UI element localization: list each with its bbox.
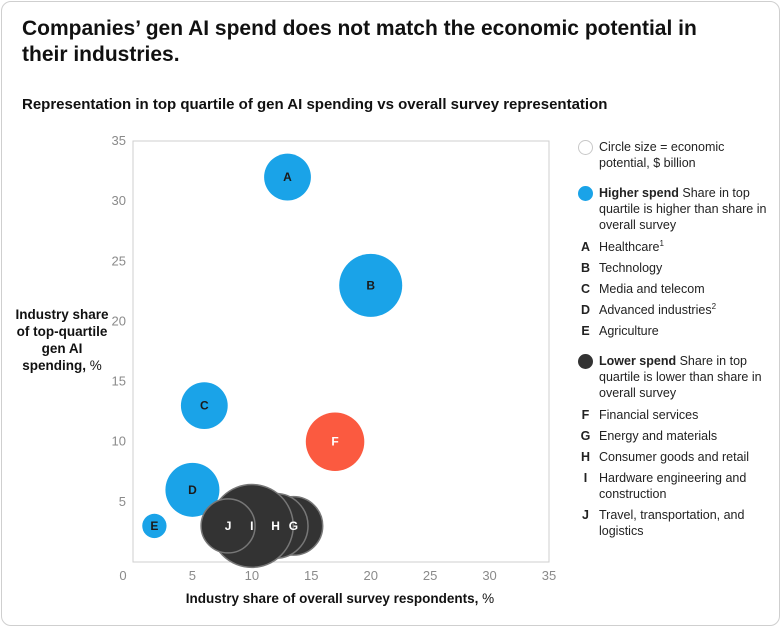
legend-item-letter: B — [580, 261, 591, 275]
x-tick-label: 30 — [482, 568, 496, 583]
y-tick-label: 15 — [112, 374, 126, 389]
x-tick-label: 20 — [363, 568, 377, 583]
legend-item-letter: G — [580, 429, 591, 443]
bubble-label-c: C — [200, 399, 209, 413]
y-tick-label: 30 — [112, 193, 126, 208]
footnote-marker: 2 — [711, 301, 717, 311]
legend-lower-title: Lower spend — [599, 354, 677, 368]
legend-item-label: Travel, transportation, and logistics — [599, 508, 745, 538]
legend-item-e: E Agriculture — [578, 323, 773, 339]
bubble-label-a: A — [283, 170, 292, 184]
legend-item-letter: E — [581, 324, 590, 338]
legend-item-label: Healthcare1 — [599, 238, 664, 254]
legend-item-label: Advanced industries2 — [599, 301, 717, 317]
x-tick-label: 25 — [423, 568, 437, 583]
y-tick-label: 10 — [112, 434, 126, 449]
legend-item-label: Consumer goods and retail — [599, 450, 750, 464]
x-tick-label: 5 — [189, 568, 196, 583]
legend-size-note: Circle size = economic potential, $ bill… — [578, 139, 773, 171]
legend-item-g: G Energy and materials — [578, 428, 773, 444]
bubble-label-h: H — [271, 519, 280, 533]
legend-higher-list: A Healthcare1 B Technology C Media and teleco… — [578, 239, 773, 339]
legend-lower-header: Lower spend Share in top quartile is low… — [578, 353, 773, 401]
legend-item-i: I Hardware engineering and construction — [578, 470, 773, 502]
legend-item-label: Hardware engineering and construction — [599, 471, 747, 501]
bubble-label-d: D — [188, 483, 197, 497]
legend-item-letter: I — [583, 471, 588, 485]
chart-title: Companies’ gen AI spend does not match t… — [22, 17, 697, 66]
bubble-e — [142, 513, 167, 539]
legend-item-a: A Healthcare1 — [578, 239, 773, 255]
bubble-label-j: J — [225, 519, 232, 533]
legend-item-h: H Consumer goods and retail — [578, 449, 773, 465]
x-tick-label: 35 — [542, 568, 556, 583]
legend-item-b: B Technology — [578, 260, 773, 276]
bubble-label-g: G — [289, 519, 298, 533]
bubble-label-e: E — [150, 519, 158, 533]
higher-spend-dot-icon — [578, 186, 593, 201]
bubble-label-b: B — [366, 278, 375, 292]
y-tick-label: 25 — [112, 253, 126, 268]
bubble-f — [305, 412, 365, 471]
legend-item-label: Technology — [599, 261, 663, 275]
y-tick-label: 5 — [119, 494, 126, 509]
legend-higher-desc: Share in top quartile is higher than sha… — [599, 186, 767, 232]
chart-subtitle: Representation in top quartile of gen AI… — [22, 96, 608, 113]
bubble-label-f: F — [331, 435, 338, 449]
y-axis-label-text: Industry share of top-quartile gen AI sp… — [15, 307, 109, 373]
legend-item-d: D Advanced industries2 — [578, 302, 773, 318]
x-tick-label: 0 — [119, 568, 126, 583]
legend-item-j: J Travel, transportation, and logistics — [578, 507, 773, 539]
legend-item-f: F Financial services — [578, 407, 773, 423]
footnote-marker: 1 — [659, 238, 664, 248]
legend-item-letter: C — [580, 282, 591, 296]
legend-size-text: Circle size = economic potential, $ bill… — [599, 140, 725, 170]
plot-frame — [132, 140, 550, 563]
legend: Circle size = economic potential, $ bill… — [578, 139, 773, 544]
legend-lower-desc: Share in top quartile is lower than shar… — [599, 354, 762, 400]
y-tick-label: 35 — [112, 133, 126, 148]
lower-spend-dot-icon — [578, 354, 593, 369]
bubble-a — [264, 153, 311, 201]
legend-item-label: Financial services — [599, 408, 699, 422]
x-axis-label-text: Industry share of overall survey respond… — [185, 591, 479, 606]
y-axis-label-unit: % — [89, 358, 102, 373]
legend-item-label: Agriculture — [599, 324, 659, 338]
legend-item-label: Media and telecom — [599, 282, 705, 296]
legend-item-letter: H — [580, 450, 591, 464]
y-axis-label: Industry share of top-quartile gen AI sp… — [14, 306, 110, 374]
bubble-d — [165, 462, 220, 517]
legend-item-letter: J — [582, 508, 589, 522]
x-tick-label: 10 — [245, 568, 259, 583]
legend-item-label: Energy and materials — [599, 429, 718, 443]
x-tick-label: 15 — [304, 568, 318, 583]
legend-item-letter: A — [580, 240, 591, 254]
x-axis-label-unit: % — [482, 591, 495, 606]
bubble-c — [180, 382, 228, 430]
bubble-label-i: I — [250, 519, 253, 533]
bubble-j — [200, 498, 256, 554]
legend-higher-header: Higher spend Share in top quartile is hi… — [578, 185, 773, 233]
bubble-b — [339, 253, 403, 317]
legend-item-c: C Media and telecom — [578, 281, 773, 297]
legend-item-letter: D — [580, 303, 591, 317]
size-circle-icon — [578, 140, 593, 155]
x-axis-label: Industry share of overall survey respond… — [140, 591, 540, 606]
legend-higher-title: Higher spend — [599, 186, 679, 200]
y-tick-label: 20 — [112, 313, 126, 328]
legend-lower-list: F Financial services G Energy and materials… — [578, 407, 773, 539]
legend-item-letter: F — [581, 408, 590, 422]
